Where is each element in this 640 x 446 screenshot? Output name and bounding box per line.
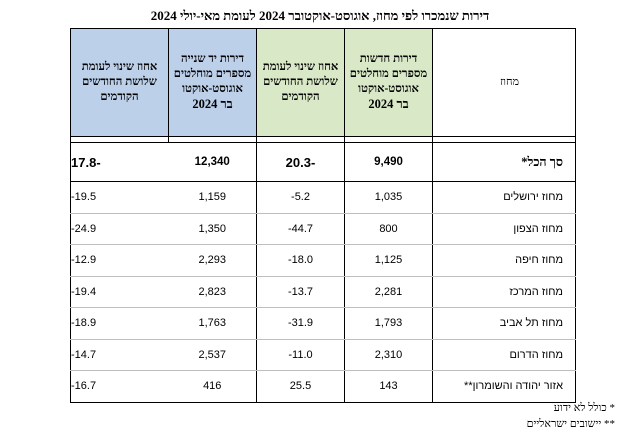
header-second-hand-text: דירות יד שנייה מספרים מוחלטים אוגוסט-אוק… [173, 53, 252, 95]
table-row: מחוז הדרום 2,310 11.0- 2,537 14.7- [70, 339, 576, 371]
header-region: מחוז [432, 28, 576, 137]
row-second-hand: 2,537 [168, 339, 257, 371]
row-second-hand: 2,293 [168, 244, 257, 277]
spacer-row [70, 136, 576, 143]
table-row: אזור יהודה והשומרון** 143 25.5 416 16.7- [70, 370, 576, 403]
row-name: מחוז המרכז [432, 276, 576, 308]
total-name: סך הכל* [432, 142, 576, 182]
row-new-apartments: 1,035 [344, 181, 433, 214]
total-new-change: -20.3 [256, 142, 345, 182]
total-row: סך הכל* 9,490 -20.3 12,340 -17.8 [70, 142, 576, 182]
row-new-apartments: 143 [344, 370, 433, 403]
row-name: מחוז חיפה [432, 244, 576, 277]
sales-table: מחוז דירות חדשות מספרים מוחלטים אוגוסט-א… [70, 28, 576, 403]
row-name: אזור יהודה והשומרון** [432, 370, 576, 403]
row-second-hand: 416 [168, 370, 257, 403]
row-second-hand: 1,763 [168, 307, 257, 340]
row-new-apartments: 2,281 [344, 276, 433, 308]
row-new-apartments: 2,310 [344, 339, 433, 371]
row-second-change: 19.5- [70, 181, 169, 214]
row-new-change: 44.7- [256, 213, 345, 245]
table-row: מחוז תל אביב 1,793 31.9- 1,763 18.9- [70, 307, 576, 340]
row-new-change: 18.0- [256, 244, 345, 277]
header-new-apartments-year: בר 2024 [368, 97, 409, 111]
header-second-hand-year: בר 2024 [192, 97, 233, 111]
row-new-apartments: 1,793 [344, 307, 433, 340]
row-new-change: 31.9- [256, 307, 345, 340]
row-name: מחוז הדרום [432, 339, 576, 371]
row-new-apartments: 800 [344, 213, 433, 245]
row-second-change: 18.9- [70, 307, 169, 340]
header-row: מחוז דירות חדשות מספרים מוחלטים אוגוסט-א… [70, 28, 576, 137]
total-second-change: -17.8 [70, 142, 169, 182]
row-name: מחוז תל אביב [432, 307, 576, 340]
header-second-change: אחוז שינוי לעומת שלושת החודשים הקודמים [70, 28, 169, 137]
header-new-apartments: דירות חדשות מספרים מוחלטים אוגוסט-אוקטו … [344, 28, 433, 137]
header-new-apartments-text: דירות חדשות מספרים מוחלטים אוגוסט-אוקטו [349, 53, 428, 95]
row-new-change: 11.0- [256, 339, 345, 371]
row-name: מחוז הצפון [432, 213, 576, 245]
table-row: מחוז חיפה 1,125 18.0- 2,293 12.9- [70, 244, 576, 277]
row-second-change: 24.9- [70, 213, 169, 245]
table-row: מחוז הצפון 800 44.7- 1,350 24.9- [70, 213, 576, 245]
total-new-apartments: 9,490 [344, 142, 433, 182]
row-new-change: 13.7- [256, 276, 345, 308]
footnote-settlements: ** יישובים ישראליים [526, 418, 615, 430]
total-second-hand: 12,340 [168, 142, 257, 182]
row-new-change: 5.2- [256, 181, 345, 214]
header-new-change: אחוז שינוי לעומת שלושת החודשים הקודמים [256, 28, 345, 137]
row-second-change: 12.9- [70, 244, 169, 277]
row-second-change: 14.7- [70, 339, 169, 371]
table-row: מחוז ירושלים 1,035 5.2- 1,159 19.5- [70, 181, 576, 214]
table-title: דירות שנמכרו לפי מחוז, אוגוסט-אוקטובר 20… [150, 8, 490, 23]
row-second-change: 19.4- [70, 276, 169, 308]
row-new-apartments: 1,125 [344, 244, 433, 277]
row-second-hand: 2,823 [168, 276, 257, 308]
row-second-hand: 1,350 [168, 213, 257, 245]
row-second-change: 16.7- [70, 370, 169, 403]
footnote-unknown: * כולל לא ידוע [553, 402, 615, 414]
row-new-change: 25.5 [256, 370, 345, 403]
header-second-hand: דירות יד שנייה מספרים מוחלטים אוגוסט-אוק… [168, 28, 257, 137]
table-row: מחוז המרכז 2,281 13.7- 2,823 19.4- [70, 276, 576, 308]
row-name: מחוז ירושלים [432, 181, 576, 214]
row-second-hand: 1,159 [168, 181, 257, 214]
